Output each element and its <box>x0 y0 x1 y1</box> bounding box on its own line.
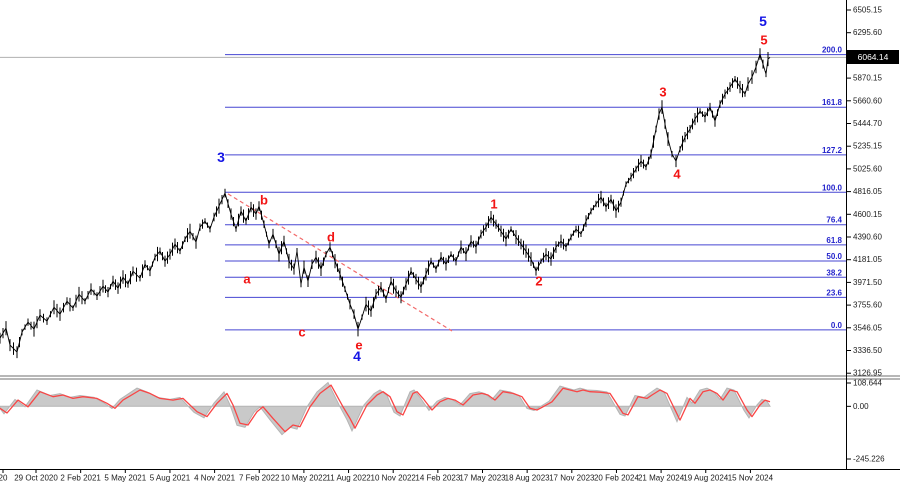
fib-level-label: 127.2 <box>822 146 843 155</box>
price-axis-label: 6295.60 <box>853 28 882 37</box>
price-axis-label: 4181.05 <box>853 255 882 264</box>
wave-label-red-5[interactable]: 5 <box>760 33 767 48</box>
time-axis-label: 10 May 2022 <box>281 474 328 483</box>
indicator-zero-label: 0.00 <box>853 402 869 411</box>
fib-level-label: 200.0 <box>822 46 843 55</box>
fib-level-label: 61.8 <box>826 236 842 245</box>
indicator-panel[interactable] <box>0 379 846 470</box>
time-axis-label: 17 May 2023 <box>459 474 506 483</box>
time-axis-label: 17 Nov 2023 <box>549 474 595 483</box>
price-axis-label: 5870.15 <box>853 74 882 83</box>
time-axis-label: 21 May 2024 <box>638 474 685 483</box>
time-axis-label: 5 May 2021 <box>104 474 146 483</box>
price-axis-label: 3971.50 <box>853 278 882 287</box>
descending-trendline[interactable] <box>227 193 453 332</box>
fib-level-label: 23.6 <box>826 288 842 297</box>
wave-label-blue-3[interactable]: 3 <box>217 149 225 165</box>
wave-label-red-4[interactable]: 4 <box>673 167 681 182</box>
fib-level-label: 38.2 <box>826 268 842 277</box>
wave-label-red-d[interactable]: d <box>327 230 335 245</box>
price-axis-label: 3755.60 <box>853 301 882 310</box>
price-axis-label: 5660.60 <box>853 96 882 105</box>
main-chart-panel[interactable] <box>0 0 846 376</box>
fib-level-label: 161.8 <box>822 98 843 107</box>
time-axis-label: 19 Aug 2024 <box>683 474 728 483</box>
fib-level-label: 50.0 <box>826 252 842 261</box>
fib-level-label: 100.0 <box>822 183 843 192</box>
wave-label-red-3[interactable]: 3 <box>659 85 666 100</box>
wave-label-blue-4[interactable]: 4 <box>353 348 361 364</box>
indicator-min-label: -245.226 <box>853 455 885 464</box>
time-axis-label: 18 Aug 2023 <box>505 474 550 483</box>
price-axis-label: 3546.05 <box>853 323 882 332</box>
price-axis-label: 4390.60 <box>853 233 882 242</box>
wave-label-red-1[interactable]: 1 <box>490 197 497 212</box>
oscillator-signal-line <box>0 384 771 433</box>
price-axis-label: 3126.95 <box>853 369 882 378</box>
time-axis-label: 4 Nov 2021 <box>194 474 235 483</box>
indicator-max-label: 108.644 <box>853 379 882 388</box>
time-axis-label: 2 Feb 2021 <box>60 474 101 483</box>
time-axis-label: 14 Feb 2023 <box>415 474 460 483</box>
wave-label-red-a[interactable]: a <box>243 272 251 287</box>
price-axis-label: 5235.15 <box>853 142 882 151</box>
time-axis-label: 15 Nov 2024 <box>728 474 774 483</box>
time-axis-label: 20 <box>0 474 8 483</box>
price-axis-label: 6505.15 <box>853 6 882 15</box>
time-axis-label: 11 Aug 2022 <box>326 474 371 483</box>
time-axis-label: 20 Feb 2024 <box>594 474 639 483</box>
time-axis-label: 5 Aug 2021 <box>150 474 191 483</box>
current-price-box: 6064.14 <box>847 50 899 64</box>
price-axis-label: 5444.70 <box>853 119 882 128</box>
wave-label-red-2[interactable]: 2 <box>535 274 542 289</box>
current-price-value: 6064.14 <box>857 52 889 62</box>
wave-label-red-e[interactable]: e <box>355 338 362 353</box>
time-axis-label: 7 Feb 2022 <box>239 474 280 483</box>
price-axis-label: 3336.50 <box>853 346 882 355</box>
fib-level-label: 0.0 <box>831 321 843 330</box>
fib-level-label: 76.4 <box>826 216 842 225</box>
price-series-line <box>0 52 771 353</box>
time-axis-label: 29 Oct 2020 <box>14 474 58 483</box>
wave-label-red-b[interactable]: b <box>260 193 268 208</box>
price-axis-label: 4816.05 <box>853 187 882 196</box>
time-axis-label: 10 Nov 2022 <box>371 474 417 483</box>
price-axis-label: 5025.60 <box>853 164 882 173</box>
wave-label-blue-5[interactable]: 5 <box>759 13 767 29</box>
wave-label-red-c[interactable]: c <box>298 325 305 340</box>
price-axis-label: 4600.15 <box>853 210 882 219</box>
